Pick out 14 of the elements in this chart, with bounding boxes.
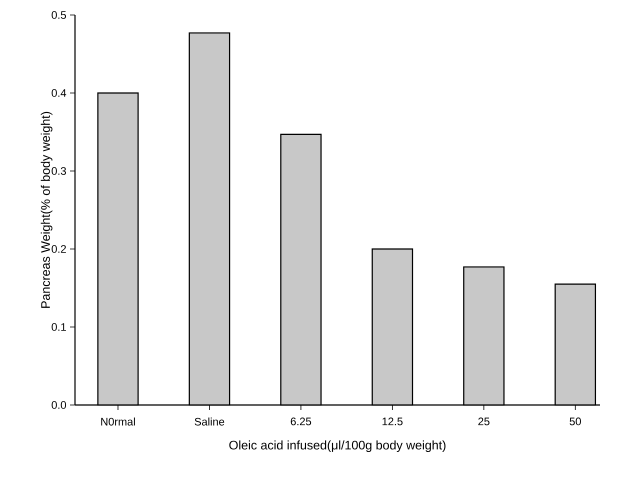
x-tick-label: 25 — [478, 418, 490, 426]
x-tick-label: 6.25 — [290, 418, 312, 426]
y-axis-title: Pancreas Weight(% of body weight) — [40, 112, 52, 308]
x-tick-label: N0rmal — [101, 418, 135, 426]
y-tick-label: 0.0 — [52, 401, 66, 409]
y-tick-label: 0.3 — [52, 167, 66, 175]
y-tick-label: 0.2 — [52, 245, 66, 253]
y-tick-label: 0.5 — [52, 11, 66, 19]
x-tick-label: 12.5 — [382, 418, 403, 426]
y-tick-label: 0.4 — [52, 89, 66, 97]
x-tick-label: 50 — [570, 418, 581, 426]
y-tick-label: 0.1 — [52, 323, 66, 331]
x-tick-label: Saline — [194, 418, 224, 426]
x-axis-title: Oleic acid infused(μl/100g body weight) — [229, 440, 446, 452]
